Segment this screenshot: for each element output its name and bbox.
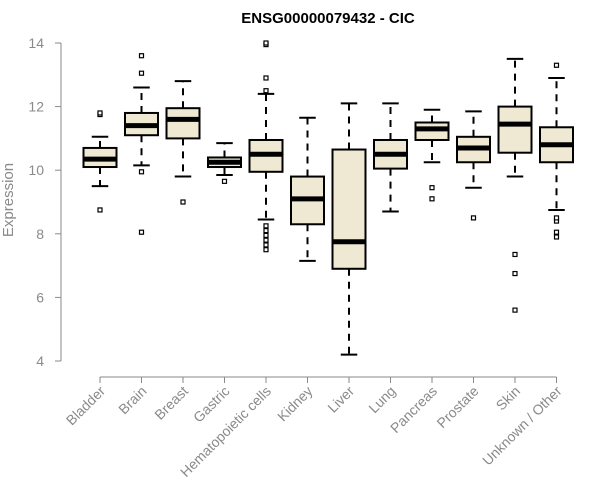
y-tick-label: 4 — [36, 353, 44, 369]
outlier-point — [138, 229, 145, 235]
outlier-point — [221, 178, 228, 184]
box-skin — [497, 57, 533, 313]
x-tick-label: Prostate — [433, 383, 481, 431]
outlier-point — [512, 270, 518, 277]
x-tick-label: Lung — [365, 383, 398, 416]
box-gastric — [207, 142, 242, 184]
outlier-point — [553, 229, 560, 235]
outlier-point — [263, 223, 269, 229]
box-kidney — [290, 116, 325, 262]
outlier-point — [138, 70, 145, 76]
y-tick-label: 14 — [28, 35, 44, 51]
box-lung — [373, 102, 408, 213]
chart-title: ENSG00000079432 - CIC — [241, 10, 415, 27]
outlier-point — [138, 53, 145, 59]
outlier-point — [263, 40, 269, 46]
outlier-point — [138, 169, 145, 175]
boxes — [82, 40, 574, 356]
x-tick-label: Unknown / Other — [479, 383, 565, 469]
outlier-point — [263, 88, 269, 94]
box-pancreas — [414, 108, 450, 202]
y-axis-label: Expression — [0, 163, 17, 237]
outlier-point — [553, 215, 560, 221]
x-tick-label: Kidney — [274, 383, 316, 425]
outlier-point — [553, 62, 560, 68]
x-tick-label: Brain — [115, 383, 149, 417]
outlier-point — [263, 237, 269, 243]
x-tick-label: Liver — [324, 383, 357, 416]
outlier-point — [512, 307, 518, 313]
outlier-point — [553, 234, 560, 240]
box-unknown-other — [539, 62, 574, 240]
y-tick-label: 6 — [36, 289, 44, 305]
outlier-point — [429, 185, 435, 191]
outlier-point — [429, 196, 435, 202]
box-brain — [124, 53, 159, 235]
x-tick-label: Skin — [493, 383, 524, 414]
outlier-point — [97, 110, 103, 116]
outlier-point — [512, 251, 518, 258]
iqr-box — [331, 148, 367, 270]
x-tick-label: Bladder — [63, 383, 109, 429]
outlier-point — [263, 228, 269, 234]
box-liver — [331, 102, 367, 356]
iqr-box — [497, 105, 533, 154]
y-tick-label: 12 — [28, 99, 44, 115]
outlier-point — [180, 199, 186, 205]
iqr-box — [165, 107, 201, 140]
box-bladder — [82, 110, 118, 213]
box-prostate — [456, 110, 491, 221]
outlier-point — [97, 207, 103, 213]
outlier-point — [263, 242, 269, 248]
outlier-point — [263, 247, 269, 253]
box-hematopoietic-cells — [248, 40, 284, 253]
x-tick-label: Breast — [151, 383, 191, 423]
outlier-point — [470, 215, 477, 221]
box-breast — [165, 80, 201, 205]
y-tick-label: 8 — [36, 226, 44, 242]
outlier-point — [263, 232, 269, 238]
outlier-point — [263, 75, 269, 81]
y-tick-label: 10 — [28, 162, 44, 178]
